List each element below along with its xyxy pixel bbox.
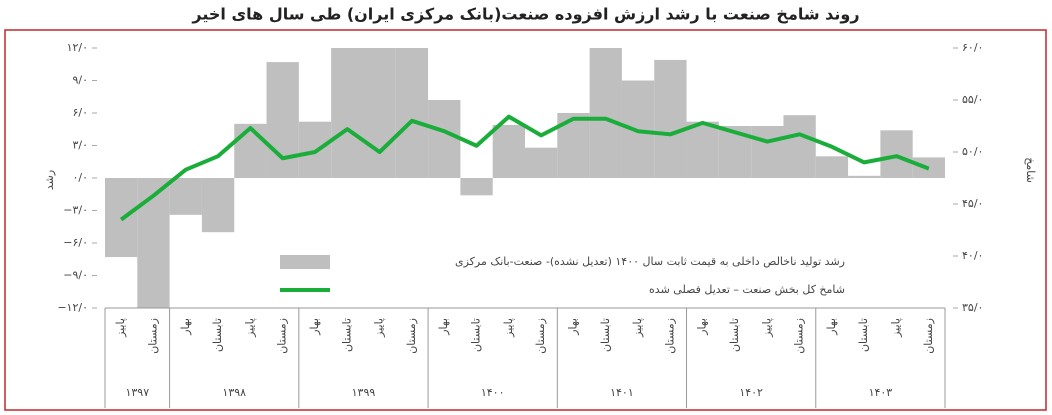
bar <box>395 48 429 178</box>
frame <box>4 29 1047 411</box>
y2-tick-label: ۴۰/۰ <box>962 249 983 262</box>
bar <box>331 48 364 178</box>
y-tick-label: −۳/۰ <box>63 204 88 217</box>
group-label: ۱۴۰۱ <box>610 386 634 399</box>
line <box>119 114 930 222</box>
legend-label: شامخ کل بخش صنعت – تعدیل فصلی شده <box>649 283 845 296</box>
x-tick-label: بهار <box>696 318 709 336</box>
bar <box>751 126 784 178</box>
x-tick-label: زمستان <box>922 318 935 354</box>
y-tick-label: ۳/۰ <box>72 139 88 152</box>
bar <box>815 156 849 178</box>
x-tick-label: تابستان <box>211 318 224 352</box>
y-tick-label: ۱۲/۰ <box>67 41 88 54</box>
x-tick-label: بهار <box>437 318 450 336</box>
x-tick-label: زمستان <box>663 318 676 354</box>
legend-swatch <box>280 255 330 269</box>
group-label: ۱۴۰۲ <box>739 386 763 399</box>
x-tick-label: بهار <box>566 318 579 336</box>
x-tick-label: تابستان <box>728 318 741 352</box>
x-tick-label: پاییز <box>373 318 386 338</box>
y2-tick-label: ۳۵/۰ <box>962 301 983 314</box>
x-tick-label: پاییز <box>114 318 127 338</box>
y-tick-label: −۶/۰ <box>63 236 88 249</box>
bar <box>654 59 687 178</box>
group-label: ۱۳۹۹ <box>352 386 376 399</box>
bar <box>460 178 493 196</box>
x-tick-label: پاییز <box>502 318 515 338</box>
x-tick-label: زمستان <box>534 318 547 354</box>
y-tick-label: ۹/۰ <box>72 74 88 87</box>
x-tick-label: تابستان <box>857 318 870 352</box>
x-tick-label: زمستان <box>793 318 806 354</box>
bar <box>428 100 461 178</box>
bar <box>525 147 558 178</box>
bar <box>137 178 170 308</box>
x-tick-label: تابستان <box>470 318 483 352</box>
x-tick-label: تابستان <box>599 318 612 352</box>
x-tick-label: پاییز <box>243 318 256 338</box>
x-tick-label: زمستان <box>276 318 289 354</box>
y2-tick-label: ۵۰/۰ <box>962 145 983 158</box>
y2-tick-label: ۶۰/۰ <box>962 41 983 54</box>
group-label: ۱۴۰۰ <box>481 386 505 399</box>
bar <box>783 115 816 178</box>
x-tick-label: بهار <box>825 318 838 336</box>
chart-title: روند شامخ صنعت با رشد ارزش افزوده صنعت(ب… <box>191 5 859 24</box>
x-tick-label: تابستان <box>340 318 353 352</box>
group-label: ۱۳۹۸ <box>222 386 246 399</box>
bar <box>234 123 267 178</box>
y-tick-label: ۶/۰ <box>72 106 88 119</box>
bar <box>848 175 881 178</box>
x-tick-label: بهار <box>308 318 321 336</box>
bar <box>686 121 719 178</box>
y-tick-label: −۱۲/۰ <box>57 301 88 314</box>
legend-label: رشد تولید ناخالص داخلی به قیمت ثابت سال … <box>455 255 845 268</box>
y-tick-label: −۹/۰ <box>63 269 88 282</box>
bar <box>266 62 299 179</box>
x-tick-label: پاییز <box>760 318 773 338</box>
group-label: ۱۳۹۷ <box>125 386 149 399</box>
bar <box>492 124 525 178</box>
x-tick-label: پاییز <box>631 318 644 338</box>
bars <box>105 48 945 308</box>
x-tick-label: زمستان <box>405 318 418 354</box>
bar <box>169 178 202 215</box>
bar <box>201 178 235 233</box>
x-tick-label: بهار <box>179 318 192 336</box>
y2-tick-label: ۵۵/۰ <box>962 93 983 106</box>
group-label: ۱۴۰۳ <box>869 386 893 399</box>
y-tick-label: ۰/۰ <box>72 171 88 184</box>
y-axis-title: رشد <box>43 170 56 190</box>
x-tick-label: پاییز <box>890 318 903 338</box>
y2-tick-label: ۴۵/۰ <box>962 197 983 210</box>
x-tick-label: زمستان <box>146 318 159 354</box>
bar <box>589 48 622 178</box>
y2-axis-title: شامخ <box>1024 157 1037 183</box>
bar <box>363 48 396 178</box>
